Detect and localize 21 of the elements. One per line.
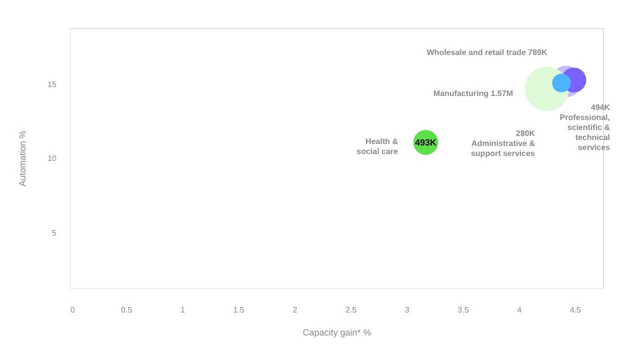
y-tick-label: 15 (48, 80, 58, 89)
annotation: Manufacturing 1.57M (433, 89, 514, 98)
y-axis-title: Automation % (18, 130, 28, 187)
x-tick-label: 3 (404, 306, 410, 314)
x-tick-label: 2 (292, 306, 298, 314)
annotation: Wholesale and retail trade 789K (426, 48, 548, 57)
annotation: 280K Administrative & support services (470, 129, 536, 158)
x-tick-label: 0.5 (121, 306, 133, 314)
x-tick-label: 0 (70, 306, 76, 314)
x-tick-label: 4.5 (570, 306, 582, 314)
y-tick-label: 10 (48, 154, 58, 164)
y-tick-label: 5 (52, 228, 58, 238)
x-tick-label: 4 (517, 306, 522, 314)
x-axis-title: Capacity gain* % (302, 328, 372, 338)
x-tick-label: 2.5 (345, 306, 358, 314)
x-tick-label: 1 (180, 306, 186, 314)
annotation: 493K (414, 137, 437, 148)
x-tick-label: 3.5 (458, 306, 470, 314)
x-tick-label: 1.5 (233, 306, 245, 314)
annotation: Health & social care (356, 137, 399, 156)
annotation: 494K Professional, scientific & technical services (560, 103, 611, 152)
